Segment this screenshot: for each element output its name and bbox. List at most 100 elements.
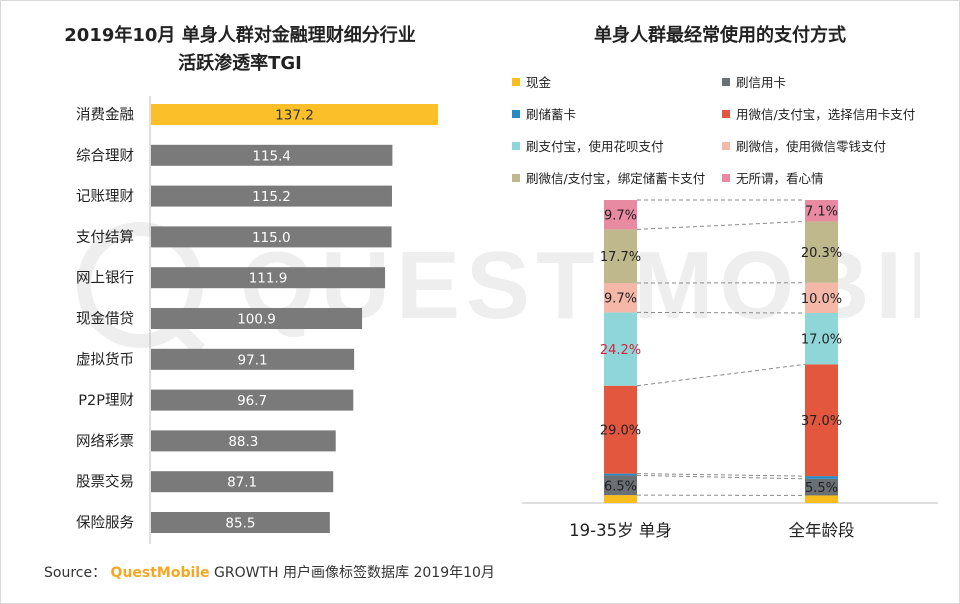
tgi-bar — [151, 389, 354, 411]
category-label: 记账理财 — [76, 188, 134, 205]
legend-item: 用微信/支付宝，选择信用卡支付 — [722, 104, 915, 123]
stack-segment — [604, 473, 637, 476]
source-note: Source： QuestMobile GROWTH 用户画像标签数据库 201… — [44, 562, 495, 582]
bar-value-label: 115.0 — [252, 230, 291, 246]
legend-swatch — [722, 174, 730, 182]
payment-stacked-chart: 19-35岁 单身 全年龄段 6.5% 29.0% 24.2% 9.7% 17.7% 9.7%… — [522, 199, 938, 540]
stack-segment — [805, 200, 838, 222]
tgi-bar — [151, 185, 392, 207]
stack-segment — [604, 200, 637, 230]
stack-segment — [805, 221, 838, 283]
stack-segment — [604, 283, 637, 313]
legend-label: 刷支付宝，使用花呗支付 — [526, 139, 664, 154]
bar-value-label: 87.1 — [227, 475, 257, 491]
bar-value-label: 100.9 — [237, 312, 276, 328]
stack-segment — [805, 478, 838, 496]
segment-value-label: 7.1% — [805, 205, 838, 220]
legend-label: 无所谓，看心情 — [736, 171, 824, 186]
legend-item: 刷支付宝，使用花呗支付 — [512, 136, 664, 155]
connector-line — [636, 363, 806, 387]
tgi-bar — [151, 308, 363, 329]
legend-item: 无所谓，看心情 — [722, 168, 824, 187]
segment-value-label: 6.5% — [604, 479, 637, 494]
stack-segment — [805, 282, 838, 313]
tgi-bar — [151, 512, 330, 533]
bar-chart-title: 2019年10月 单身人群对金融理财细分行业 活跃渗透率TGI — [40, 22, 440, 78]
legend-label: 现金 — [526, 75, 552, 90]
tgi-bar — [151, 471, 334, 493]
stack-segment — [604, 495, 637, 503]
segment-value-label: 29.0% — [600, 424, 641, 439]
stack-segment — [805, 312, 838, 365]
stack-category-label: 19-35岁 单身 — [569, 521, 672, 540]
legend-item: 现金 — [512, 72, 551, 91]
stack-segment — [805, 495, 838, 503]
segment-value-label: 9.7% — [604, 209, 637, 224]
legend-swatch — [512, 78, 520, 86]
stack-segment — [604, 385, 637, 474]
stack-chart-title: 单身人群最经常使用的支付方式 — [594, 25, 846, 46]
bar-chart-title-line2: 活跃渗透率TGI — [178, 53, 302, 74]
category-label: 现金借贷 — [76, 311, 134, 328]
tgi-bar — [151, 104, 438, 125]
category-label: 保险服务 — [76, 515, 134, 532]
segment-value-label: 10.0% — [801, 292, 842, 307]
legend-swatch — [512, 142, 520, 150]
tgi-bar — [151, 267, 386, 289]
legend-item: 刷储蓄卡 — [512, 104, 576, 123]
segment-value-label: 17.7% — [600, 250, 641, 265]
segment-value-label: 9.7% — [604, 292, 637, 307]
legend-item: 刷信用卡 — [722, 72, 786, 91]
category-label: 股票交易 — [76, 473, 134, 491]
source-prefix: Source： — [44, 565, 107, 581]
bar-value-label: 115.2 — [252, 189, 291, 205]
bar-value-label: 137.2 — [275, 108, 314, 124]
stack-segment — [805, 364, 838, 477]
legend-swatch — [722, 142, 730, 150]
legend-label: 刷信用卡 — [736, 75, 787, 90]
source-brand: QuestMobile — [110, 565, 210, 581]
stack-category-label: 全年龄段 — [789, 521, 855, 540]
connector-line — [636, 473, 806, 477]
category-label: 支付结算 — [76, 229, 134, 246]
legend-label: 刷储蓄卡 — [526, 107, 577, 122]
bar-value-label: 85.5 — [225, 516, 255, 532]
bar-value-label: 88.3 — [228, 434, 258, 450]
category-label: 虚拟货币 — [76, 351, 134, 368]
legend-label: 刷微信，使用微信零钱支付 — [736, 139, 887, 154]
bar-value-label: 97.1 — [238, 352, 268, 368]
legend-swatch — [512, 110, 520, 118]
stack-segment — [604, 475, 637, 496]
segment-value-label: 20.3% — [801, 246, 842, 261]
segment-value-label: 5.5% — [805, 481, 838, 496]
connector-line — [636, 311, 806, 314]
legend-swatch — [722, 110, 730, 118]
bar-chart-title-line1: 2019年10月 单身人群对金融理财细分行业 — [64, 25, 416, 46]
connector-line — [636, 474, 806, 480]
tgi-bar — [151, 226, 392, 248]
segment-value-label: 24.2% — [600, 343, 641, 358]
tgi-bar — [151, 348, 355, 370]
stack-segment — [805, 476, 838, 479]
category-label: P2P理财 — [78, 392, 134, 409]
category-label: 综合理财 — [76, 147, 134, 164]
source-text: GROWTH 用户画像标签数据库 2019年10月 — [209, 565, 495, 581]
legend-swatch — [512, 174, 520, 182]
legend-label: 刷微信/支付宝，绑定储蓄卡支付 — [526, 171, 706, 186]
legend-item: 刷微信，使用微信零钱支付 — [722, 136, 886, 155]
connector-line — [636, 220, 806, 230]
tgi-bar — [151, 144, 393, 166]
bar-value-label: 115.4 — [252, 148, 291, 164]
legend-item: 刷微信/支付宝，绑定储蓄卡支付 — [512, 168, 705, 187]
segment-value-label: 17.0% — [801, 333, 842, 348]
category-label: 消费金融 — [76, 107, 134, 124]
tgi-bar — [151, 430, 336, 452]
legend-label: 用微信/支付宝，选择信用卡支付 — [736, 107, 916, 122]
segment-value-label: 37.0% — [801, 414, 842, 429]
stack-segment — [604, 312, 637, 386]
legend-swatch — [722, 78, 730, 86]
category-label: 网上银行 — [76, 270, 134, 287]
stack-segment — [604, 229, 637, 284]
bar-value-label: 96.7 — [237, 393, 267, 409]
